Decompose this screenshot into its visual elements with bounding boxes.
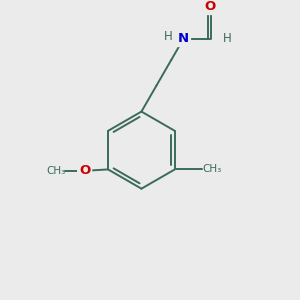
Text: H: H — [223, 32, 231, 45]
Text: CH₃: CH₃ — [46, 166, 66, 176]
Text: H: H — [164, 30, 173, 43]
Text: N: N — [178, 32, 189, 45]
Text: O: O — [204, 0, 215, 13]
Text: CH₃: CH₃ — [202, 164, 222, 174]
Text: O: O — [79, 164, 90, 177]
